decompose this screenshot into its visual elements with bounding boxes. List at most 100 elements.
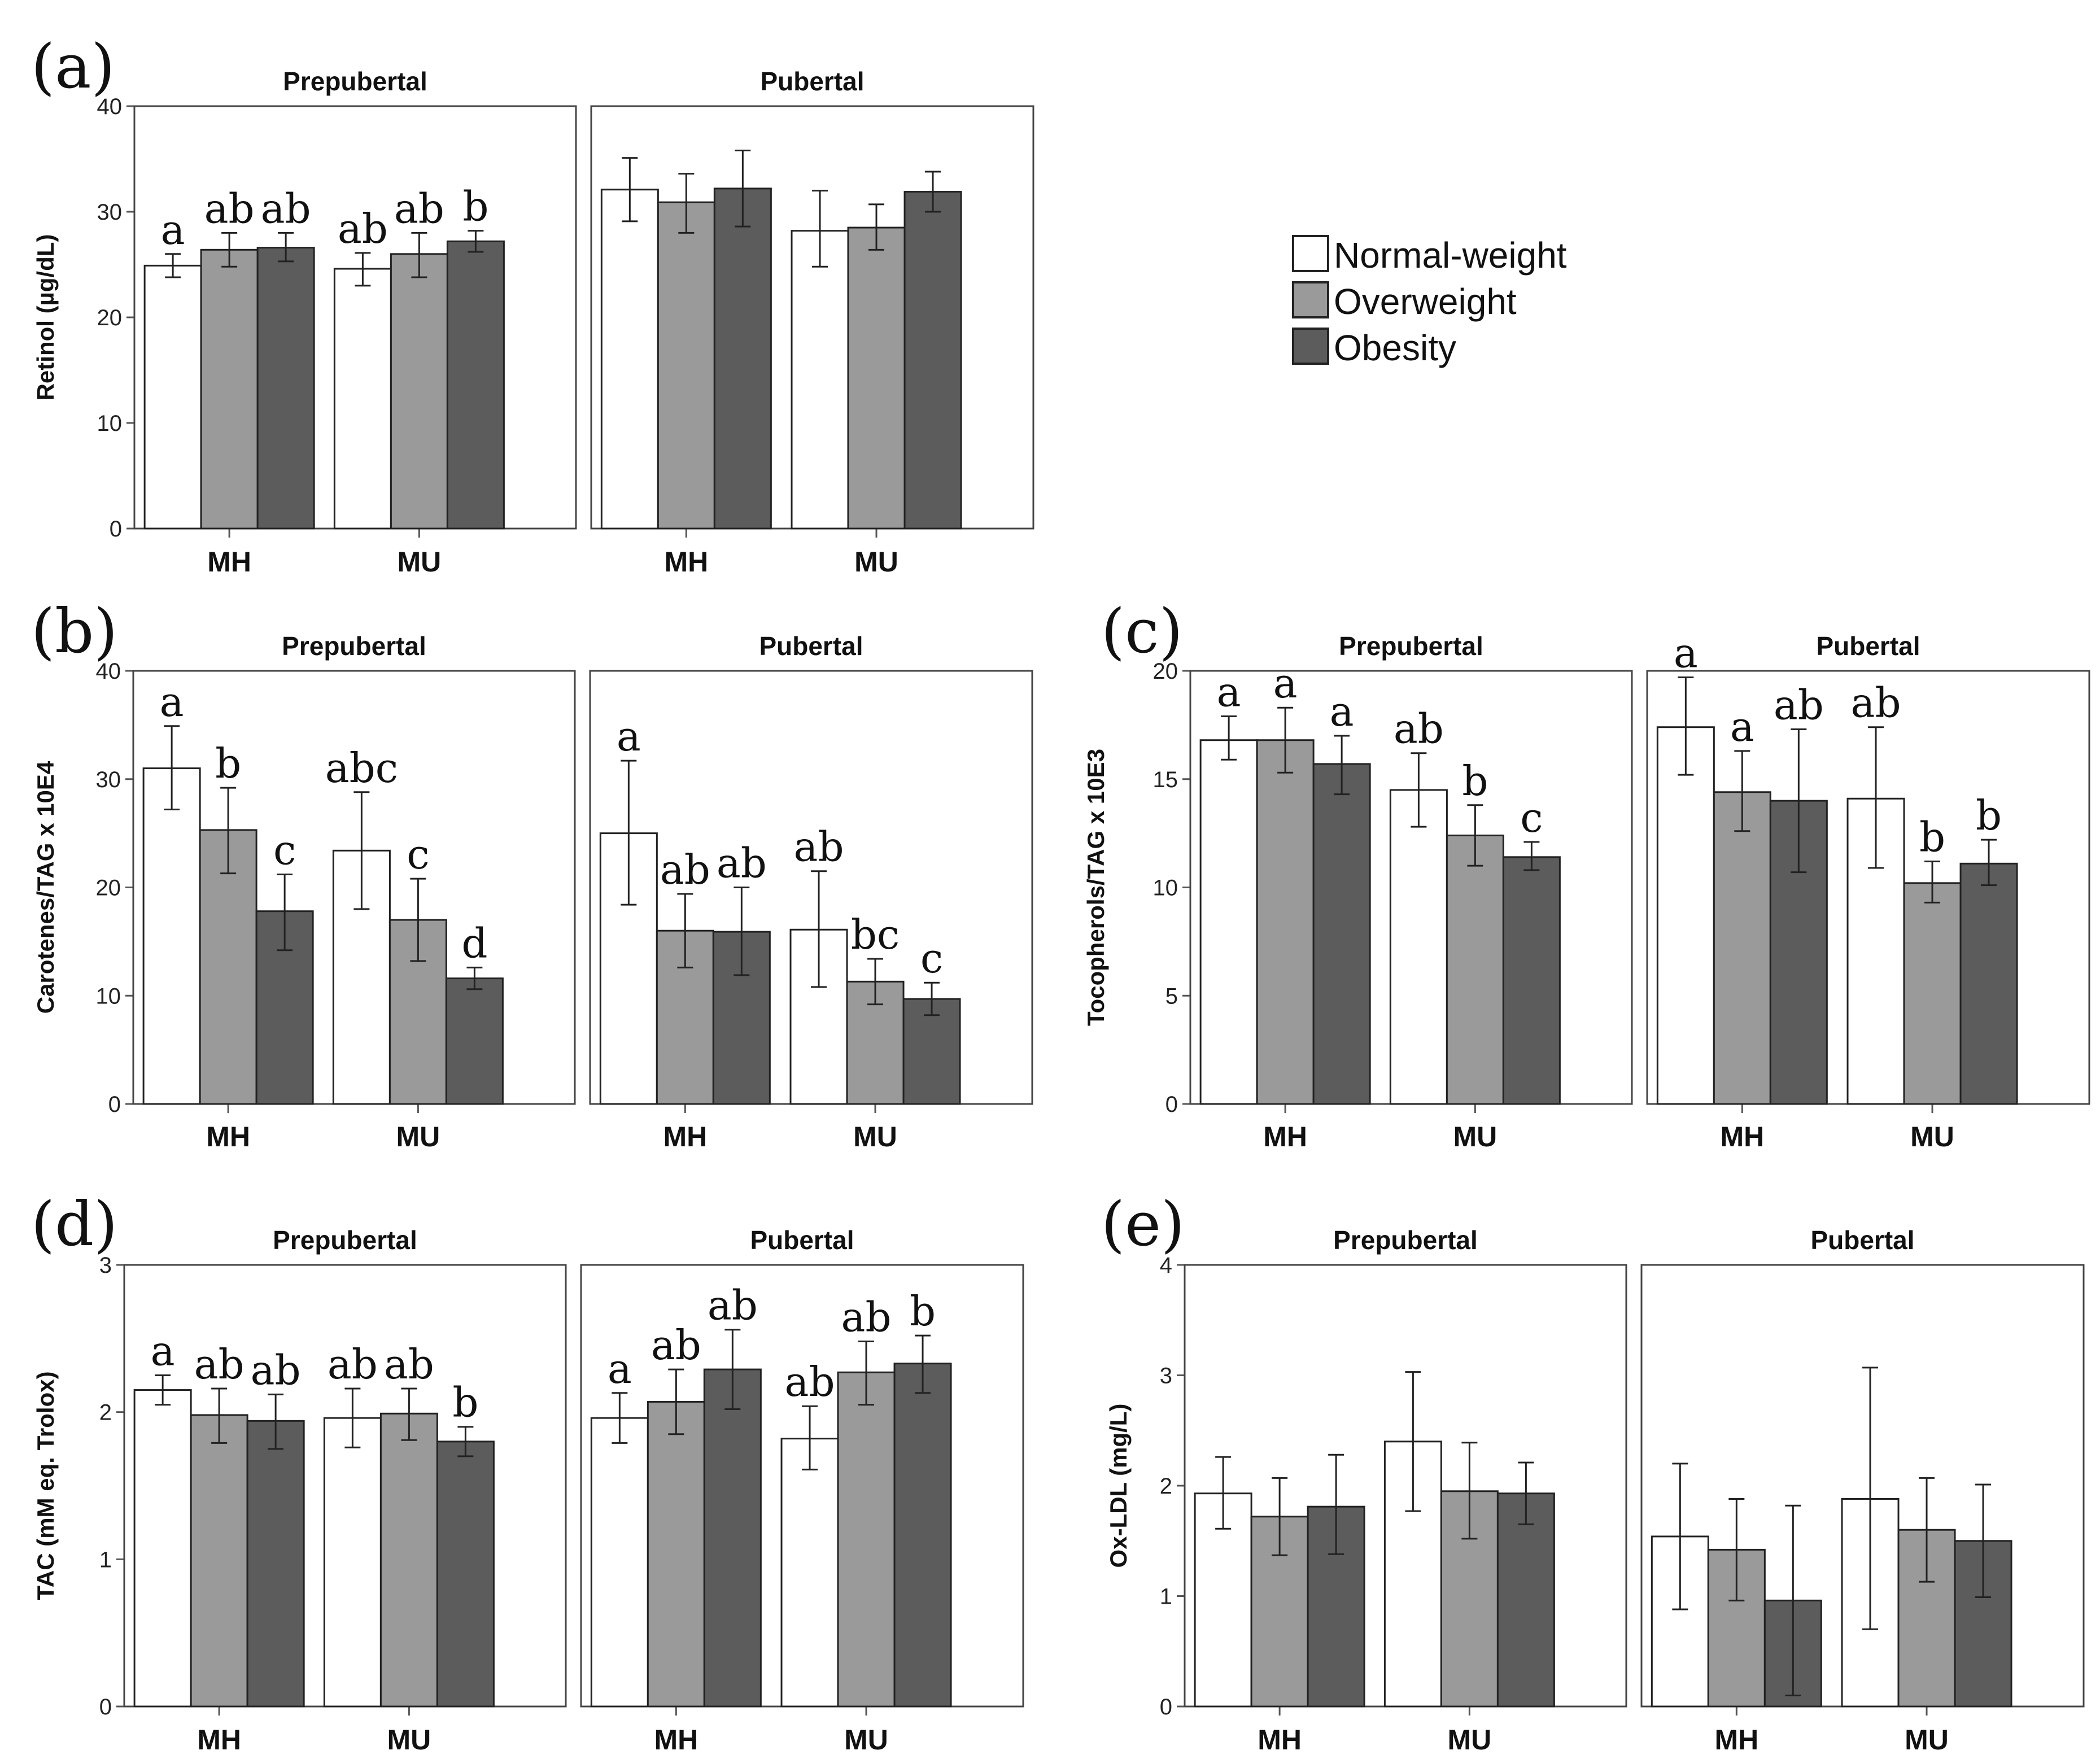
bar-d-prepubertal-mu-obesity [436, 1441, 495, 1708]
error-bar-c-pubertal-mu-obesity [1981, 839, 1997, 887]
legend-label-obesity: Obesity [1334, 328, 1456, 368]
legend-swatch-obesity [1292, 328, 1329, 365]
y-tick-label-a-20: 20 [97, 305, 123, 330]
bar-d-pubertal-mu-obesity [893, 1363, 952, 1708]
x-tick-label-b-prepubertal-mu: MU [396, 1121, 440, 1153]
panel-label-c: (c) [1101, 596, 1183, 667]
sig-letter-b-prepubertal-mh-overweight: b [215, 740, 241, 787]
y-tick-label-b-20: 20 [96, 876, 121, 901]
error-bar-a-pubertal-mh-overweight [678, 173, 695, 234]
legend-swatch-normal-weight [1292, 235, 1329, 272]
error-bar-d-prepubertal-mh-normal-weight [155, 1374, 171, 1406]
bar-a-prepubertal-mh-obesity [256, 247, 315, 530]
y-tick-label-c-10: 10 [1153, 876, 1178, 901]
error-bar-b-pubertal-mh-normal-weight [621, 760, 637, 906]
x-tick-label-a-pubertal-mu: MU [854, 546, 898, 578]
error-bar-c-pubertal-mh-obesity [1791, 728, 1807, 874]
y-axis-label-d: TAC (mM eq. Trolox) [32, 1371, 59, 1600]
facet-title-e-pubertal: Pubertal [1810, 1225, 1914, 1255]
facet-title-e-prepubertal: Prepubertal [1333, 1225, 1478, 1255]
y-tick-label-d-1: 1 [99, 1547, 112, 1572]
facet-e-prepubertal: Prepubertal MH MU [1184, 1225, 1627, 1756]
bar-d-prepubertal-mu-normal-weight [323, 1417, 382, 1708]
facet-title-c-pubertal: Pubertal [1816, 631, 1920, 661]
error-bar-b-pubertal-mu-overweight [867, 958, 884, 1006]
chart-panel-a: (a) Retinol (µg/dL) 0 10 20 30 40 Prepubertal MH… [31, 32, 1034, 578]
legend-label-overweight: Overweight [1334, 281, 1517, 322]
y-tick-label-c-0: 0 [1165, 1092, 1178, 1117]
legend-swatch-overweight [1292, 281, 1329, 318]
sig-letter-c-prepubertal-mu-overweight: b [1462, 757, 1488, 805]
x-tick-label-e-pubertal-mh: MH [1714, 1724, 1758, 1756]
error-bar-d-pubertal-mh-overweight [668, 1368, 684, 1435]
error-bar-d-prepubertal-mh-obesity [268, 1393, 284, 1450]
error-bar-e-prepubertal-mu-obesity [1518, 1461, 1534, 1525]
y-tick-label-b-10: 10 [96, 984, 121, 1009]
error-bar-b-prepubertal-mh-overweight [220, 787, 237, 875]
y-tick-label-e-0: 0 [1160, 1695, 1172, 1719]
error-bar-c-prepubertal-mu-overweight [1467, 804, 1483, 867]
y-axis-label-a: Retinol (µg/dL) [32, 234, 59, 401]
sig-letter-d-prepubertal-mu-obesity: b [452, 1379, 478, 1426]
sig-letter-b-pubertal-mh-obesity: ab [717, 840, 767, 887]
error-bar-a-prepubertal-mu-normal-weight [355, 252, 371, 287]
sig-letter-c-prepubertal-mu-obesity: c [1520, 794, 1543, 841]
x-tick-label-d-prepubertal-mu: MU [387, 1724, 431, 1756]
x-tick-label-b-prepubertal-mh: MH [206, 1121, 250, 1153]
facet-title-b-prepubertal: Prepubertal [282, 631, 426, 661]
error-bar-b-prepubertal-mu-obesity [466, 966, 483, 990]
error-bar-c-prepubertal-mu-normal-weight [1411, 752, 1427, 828]
bar-d-prepubertal-mu-overweight [379, 1412, 438, 1708]
bar-a-pubertal-mu-normal-weight [791, 230, 849, 530]
bar-d-pubertal-mh-obesity [703, 1368, 762, 1708]
facet-title-a-pubertal: Pubertal [760, 67, 864, 96]
error-bar-b-pubertal-mh-obesity [734, 887, 750, 976]
bar-b-prepubertal-mu-obesity [445, 977, 504, 1105]
error-bar-e-prepubertal-mu-overweight [1461, 1442, 1478, 1540]
y-tick-label-b-40: 40 [96, 659, 121, 684]
error-bar-a-prepubertal-mh-normal-weight [165, 253, 181, 278]
sig-letter-c-prepubertal-mh-overweight: a [1273, 660, 1298, 707]
bar-d-pubertal-mu-overweight [837, 1371, 896, 1708]
bar-b-prepubertal-mh-normal-weight [142, 767, 201, 1105]
panel-label-b: (b) [31, 596, 117, 667]
sig-letter-d-pubertal-mu-obesity: b [910, 1287, 936, 1335]
sig-letter-c-pubertal-mh-normal-weight: a [1674, 630, 1698, 677]
error-bar-d-prepubertal-mh-overweight [211, 1387, 228, 1444]
error-bar-e-prepubertal-mh-normal-weight [1215, 1456, 1232, 1530]
chart-panel-b: (b) Carotenes/TAG x 10E4 0 10 20 30 40 Prepuber… [31, 596, 1033, 1153]
sig-letter-b-prepubertal-mh-normal-weight: a [160, 678, 184, 726]
x-tick-label-b-pubertal-mu: MU [853, 1121, 897, 1153]
y-tick-label-c-15: 15 [1153, 767, 1178, 792]
facet-e-pubertal: Pubertal MH MU [1640, 1225, 2085, 1756]
legend: Normal-weight Overweight Obesity [1292, 235, 1567, 368]
error-bar-d-pubertal-mu-overweight [858, 1341, 875, 1406]
facet-title-d-pubertal: Pubertal [750, 1225, 854, 1255]
sig-letter-b-pubertal-mu-overweight: bc [851, 911, 900, 958]
sig-letter-d-pubertal-mh-overweight: ab [651, 1321, 701, 1369]
bar-d-prepubertal-mh-overweight [190, 1414, 248, 1708]
y-tick-label-a-30: 30 [97, 200, 123, 225]
error-bar-a-pubertal-mu-obesity [925, 171, 941, 213]
y-tick-label-d-2: 2 [99, 1400, 112, 1425]
y-axis-label-b: Carotenes/TAG x 10E4 [32, 761, 59, 1014]
error-bar-b-pubertal-mh-overweight [677, 893, 693, 968]
error-bar-a-pubertal-mu-normal-weight [812, 190, 828, 268]
x-tick-label-a-prepubertal-mh: MH [207, 546, 251, 578]
sig-letter-a-prepubertal-mu-overweight: ab [394, 185, 444, 232]
facet-title-d-prepubertal: Prepubertal [273, 1225, 417, 1255]
error-bar-e-prepubertal-mh-overweight [1272, 1477, 1288, 1556]
y-tick-label-d-0: 0 [99, 1695, 112, 1719]
bar-a-prepubertal-mh-normal-weight [143, 264, 202, 530]
y-tick-label-b-30: 30 [96, 767, 121, 792]
x-tick-label-e-pubertal-mu: MU [1905, 1724, 1949, 1756]
sig-letter-a-prepubertal-mh-obesity: ab [261, 185, 311, 232]
x-tick-label-e-prepubertal-mh: MH [1258, 1724, 1302, 1756]
y-tick-label-e-4: 4 [1160, 1253, 1172, 1278]
error-bar-d-pubertal-mu-obesity [915, 1334, 931, 1394]
panel-label-e: (e) [1101, 1189, 1185, 1260]
